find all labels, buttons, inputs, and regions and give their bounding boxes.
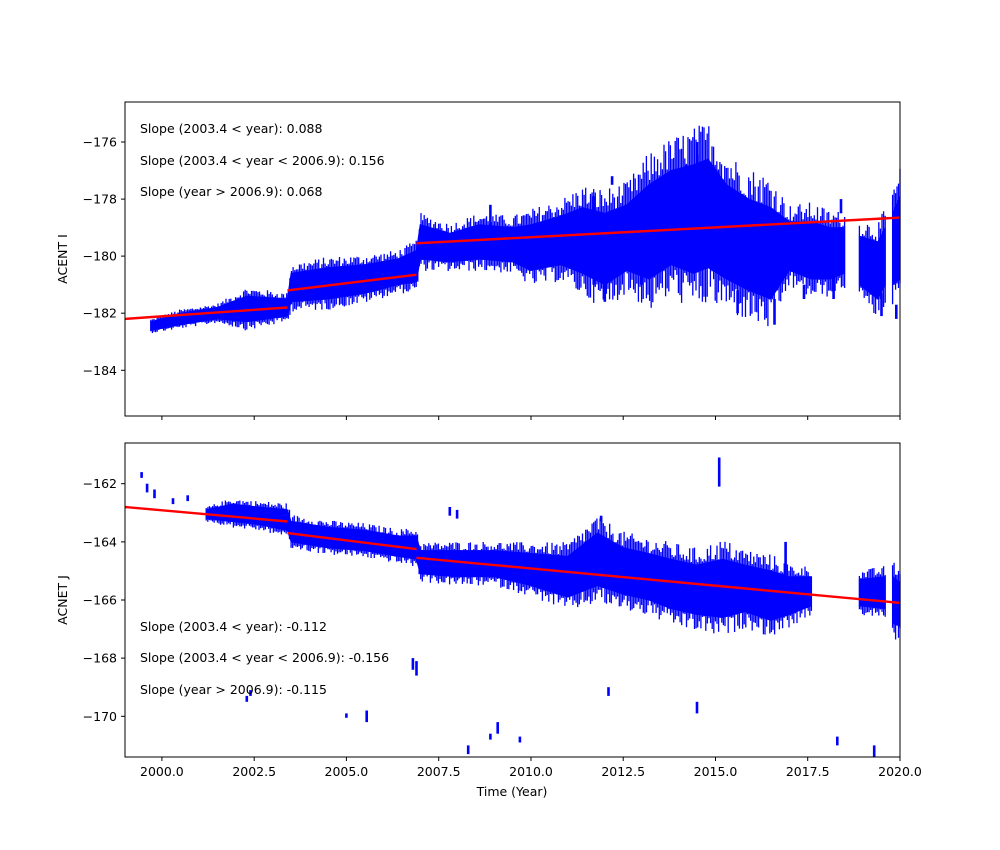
bottom-x-tick-label: 2007.5 xyxy=(417,764,461,779)
bottom-y-tick-label: −162 xyxy=(83,476,117,491)
top-annotation-slope-late: Slope (year > 2006.9): 0.068 xyxy=(140,184,322,199)
bottom-x-tick-label: 2002.5 xyxy=(232,764,276,779)
bottom-fit-line-2 xyxy=(416,556,901,605)
top-y-ticks: −176 −178 −180 −182 −184 xyxy=(83,135,125,378)
bottom-y-tick-label: −166 xyxy=(83,593,117,608)
top-fit-line-0 xyxy=(124,306,288,321)
bottom-y-ticks: −162 −164 −166 −168 −170 xyxy=(83,476,125,724)
top-fit-layer xyxy=(124,216,901,321)
top-fit-line-2 xyxy=(416,216,901,245)
top-x-ticks xyxy=(161,416,901,420)
bottom-x-tick-label: 2017.5 xyxy=(786,764,830,779)
bottom-y-tick-label: −164 xyxy=(83,534,117,549)
top-annotation-slope-all: Slope (2003.4 < year): 0.088 xyxy=(140,121,322,136)
bottom-annotation-slope-mid: Slope (2003.4 < year < 2006.9): -0.156 xyxy=(140,650,389,665)
top-y-tick-label: −184 xyxy=(83,363,117,378)
bottom-annotation-slope-late: Slope (year > 2006.9): -0.115 xyxy=(140,682,327,697)
top-y-tick-label: −178 xyxy=(83,192,117,207)
bottom-fit-layer xyxy=(124,505,901,605)
bottom-y-axis-label: ACNET J xyxy=(55,575,70,625)
bottom-x-tick-label: 2012.5 xyxy=(601,764,645,779)
top-data-layer xyxy=(150,125,901,334)
bottom-x-tick-label: 2020.0 xyxy=(878,764,922,779)
bottom-x-ticks: 2000.0 2002.5 2005.0 2007.5 2010.0 2012.5 2015… xyxy=(140,757,922,779)
bottom-annotation-slope-all: Slope (2003.4 < year): -0.112 xyxy=(140,619,327,634)
top-y-tick-label: −180 xyxy=(83,249,117,264)
bottom-fit-line-1 xyxy=(287,531,417,551)
top-annotation-slope-mid: Slope (2003.4 < year < 2006.9): 0.156 xyxy=(140,153,385,168)
bottom-y-tick-label: −170 xyxy=(83,709,117,724)
top-plot-frame xyxy=(124,101,901,417)
bottom-x-tick-label: 2005.0 xyxy=(325,764,369,779)
bottom-x-tick-label: 2000.0 xyxy=(140,764,184,779)
bottom-x-tick-label: 2010.0 xyxy=(509,764,553,779)
bottom-x-tick-label: 2015.0 xyxy=(694,764,738,779)
top-panel: −176 −178 −180 −182 −184 ACENT I Slope (2003… xyxy=(55,101,901,420)
bottom-fit-line-0 xyxy=(124,505,288,523)
bottom-panel: 2000.0 2002.5 2005.0 2007.5 2010.0 2012.5 2015… xyxy=(55,442,922,799)
top-y-axis-label: ACENT I xyxy=(55,234,70,284)
top-fit-line-1 xyxy=(287,273,417,292)
bottom-y-tick-label: −168 xyxy=(83,651,117,666)
top-y-tick-label: −182 xyxy=(83,306,117,321)
top-y-tick-label: −176 xyxy=(83,135,117,150)
x-axis-label: Time (Year) xyxy=(476,784,548,799)
